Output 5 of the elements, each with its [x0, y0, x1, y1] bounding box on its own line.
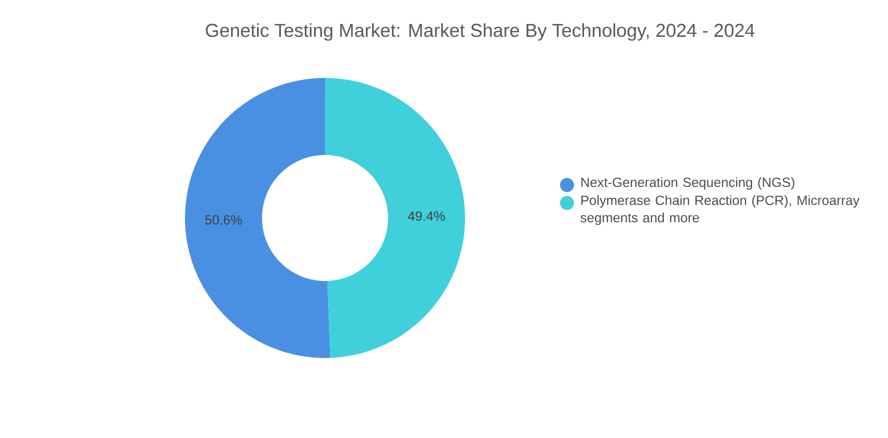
data-label: 49.4%: [408, 211, 445, 221]
legend-label: Polymerase Chain Reaction (PCR), Microarray segments and more: [580, 195, 860, 226]
legend-label: Next-Generation Sequencing (NGS): [581, 177, 794, 190]
data-label: 50.6%: [205, 215, 242, 225]
chart-title: Genetic Testing Market: Market Share By Technology, 2024 - 2024: [206, 23, 755, 41]
